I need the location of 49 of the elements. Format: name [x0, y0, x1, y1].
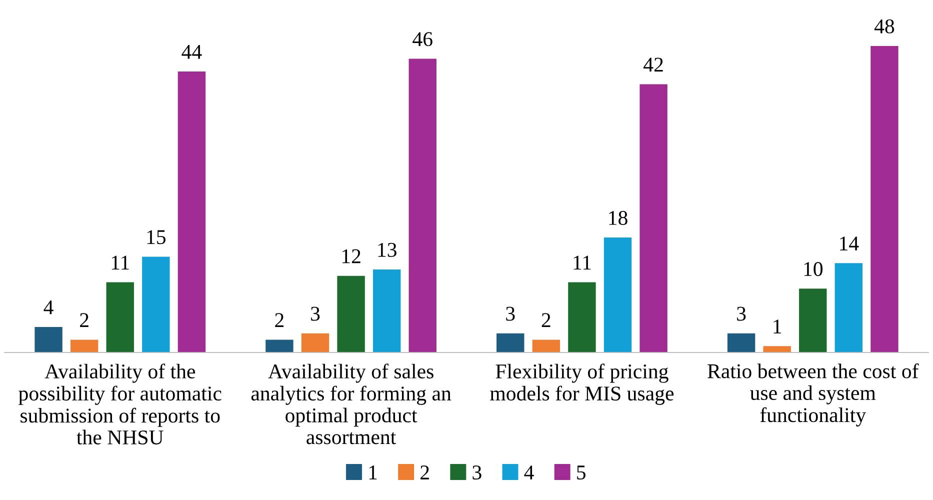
- data-label: 10: [804, 262, 822, 276]
- bar: [799, 288, 827, 352]
- bar: [408, 58, 436, 352]
- bar: [301, 333, 330, 352]
- x-tick-label: Ratio between the cost of use and system functionality: [708, 363, 919, 426]
- bar: [178, 72, 206, 352]
- data-label: 18: [609, 210, 628, 225]
- bar: [532, 340, 560, 352]
- data-label: 15: [147, 230, 166, 244]
- data-label: 3: [737, 306, 746, 321]
- bar: [337, 276, 365, 352]
- bar: [496, 333, 524, 352]
- data-label: 3: [506, 306, 515, 321]
- data-label: 11: [574, 256, 591, 270]
- bar: [870, 46, 898, 352]
- data-label: 11: [112, 256, 129, 270]
- bar: [604, 238, 632, 352]
- data-label: 1: [774, 320, 782, 334]
- bar: [640, 84, 668, 352]
- bar: [834, 263, 863, 352]
- bar: [763, 346, 791, 352]
- data-label: 12: [342, 249, 360, 264]
- data-label: 2: [80, 313, 88, 327]
- data-label: 3: [311, 306, 320, 321]
- data-label: 48: [874, 19, 894, 34]
- legend-label: 4: [524, 466, 534, 480]
- bar: [106, 282, 134, 352]
- data-label: 14: [840, 236, 859, 250]
- data-label: 2: [542, 313, 550, 327]
- legend-label: 1: [369, 466, 377, 480]
- bar: [727, 333, 756, 352]
- data-label: 4: [44, 300, 54, 314]
- data-label: 46: [412, 32, 432, 46]
- data-label: 44: [182, 45, 202, 59]
- bar: [142, 256, 170, 352]
- x-tick-label: Flexibility of pricing models for MIS usage: [490, 364, 674, 405]
- data-label: 13: [378, 242, 396, 257]
- x-tick-label: Availability of the possibility for automatic submission of reports to the NHSU: [18, 364, 222, 444]
- bar: [372, 269, 401, 352]
- x-tick-label: Availability of sales analytics for forming an optimal product assortment: [251, 364, 452, 444]
- legend-label: 2: [420, 466, 429, 480]
- bar: [70, 340, 98, 352]
- data-label: 42: [644, 58, 663, 72]
- bar: [34, 326, 62, 352]
- bar: [568, 282, 596, 352]
- data-label: 2: [275, 313, 284, 327]
- legend-label: 3: [472, 466, 482, 480]
- legend-label: 5: [577, 466, 586, 480]
- bar: [266, 340, 294, 352]
